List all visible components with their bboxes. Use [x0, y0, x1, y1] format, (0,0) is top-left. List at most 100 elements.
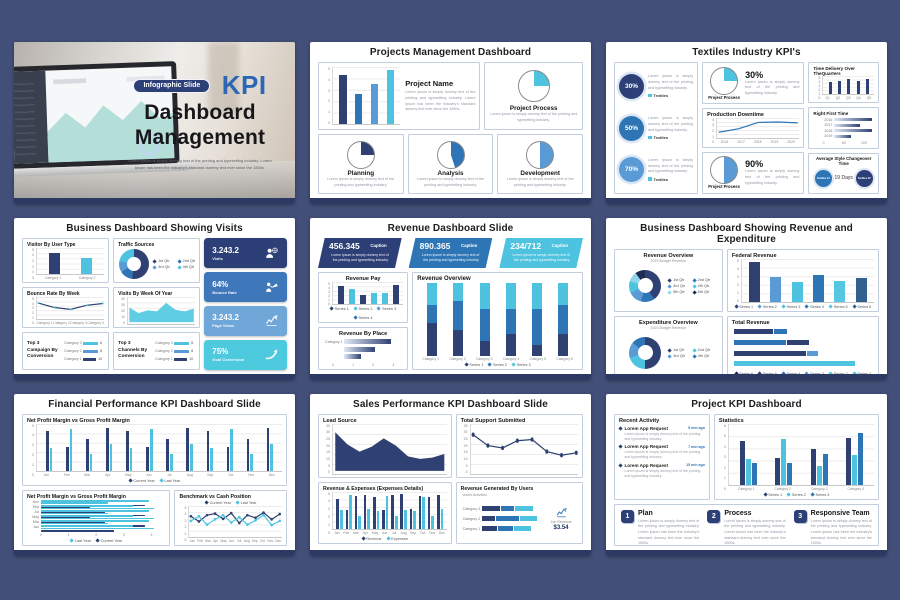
stat-text: Lorem ipsum is simply dummy text of the …: [648, 74, 694, 90]
textiles-circle-2: Textiles #2: [855, 169, 873, 187]
stat-text: Lorem ipsum is simply dummy text of the …: [421, 253, 480, 263]
infographic-slide-badge: Infographic Slide: [133, 78, 211, 93]
slide-revenue-and-expenditure[interactable]: Business Dashboard Showing Revenue and E…: [606, 218, 887, 380]
traffic-donut-chart: [118, 247, 150, 281]
stat-card-456: 456.345 Caption Lorem ipsum is simply du…: [318, 238, 402, 268]
step-number-badge: 1: [621, 510, 634, 523]
right-first-time-panel: Right First Time 2016 2017 2018 2019 0 50 100: [808, 107, 879, 149]
panel-subtitle: Users Activities: [462, 492, 487, 497]
slide-title: Textiles Industry KPI's: [692, 47, 801, 58]
stat-caption: Caption: [370, 243, 387, 248]
slide-title: Financial Performance KPI Dashboard Slid…: [48, 399, 261, 410]
slide-footer-bar: [606, 550, 887, 556]
panel-text: Lorem ipsum is simply dummy text of the …: [490, 111, 578, 122]
slide-title: Business Dashboard Showing Visits: [66, 223, 243, 234]
slide-title: Projects Management Dashboard: [369, 47, 532, 58]
slide-footer-bar: [310, 198, 591, 204]
step-text: Lorem ipsum is simply dummy text of the …: [638, 518, 700, 546]
process-30-panel: Project Process 30% Lorem ipsum is simpl…: [702, 62, 805, 105]
right-first-time-hbar-chart: 2016 2017 2018 2019 0 50 100: [813, 116, 874, 145]
page-views-stat-card: 3.243.2 Page Views: [204, 305, 288, 337]
panel-text: Lorem ipsum is simply dummy text of the …: [745, 79, 800, 96]
step-number-badge: 2: [707, 510, 721, 523]
total-revenue-hstack-chart: [732, 326, 874, 371]
main-title-line1: Dashboard: [144, 101, 256, 124]
panel-title: Top 3 Channels By Conversion: [118, 341, 148, 360]
analysis-pie: [413, 140, 489, 170]
slide-title-kpi-dashboard-management[interactable]: Infographic Slide KPI Dashboard Manageme…: [14, 42, 295, 204]
panel-title: Bounce Rate By Week: [27, 290, 80, 297]
panel-title: Total Revenue: [731, 319, 770, 326]
stat-label: Page Views: [212, 323, 235, 329]
stat-label: Visits: [212, 255, 223, 261]
title-block: Infographic Slide KPI Dashboard Manageme…: [111, 70, 289, 171]
panel-title: Revenue Overview: [643, 252, 694, 259]
step-number-badge: 3: [793, 510, 807, 523]
slide-sales-performance-kpi[interactable]: Sales Performance KPI Dashboard Slide Le…: [310, 394, 591, 556]
time-delivery-panel: Time Delivery Over TheQuarters 5 4 3 2 1 0 Q1 Q…: [808, 62, 879, 104]
revenue-overview-stack-chart: Category 1 Category 2 Category 3 Category 4…: [417, 282, 578, 361]
activity-time: 15 min ago: [686, 463, 705, 467]
slide-revenue-dashboard[interactable]: Revenue Dashboard Slide 456.345 Caption …: [310, 218, 591, 380]
big-percent: 30%: [745, 69, 764, 80]
panel-subtitle: 2023 Budget Revenue: [650, 258, 687, 263]
net-vs-gross-hbar-panel: Net Profit Margin vs Gross Profit Margin…: [22, 490, 171, 546]
kpi-percent-panel: 30% Lorem ipsum is simply dummy text of …: [614, 62, 699, 194]
person-globe-icon: [266, 247, 278, 258]
panel-text: Lorem ipsum is simply dummy text of the …: [745, 169, 800, 185]
stat-caption: Caption: [461, 243, 478, 248]
kpi-stat-row: 30% Lorem ipsum is simply dummy text of …: [619, 66, 693, 108]
slide-financial-performance-kpi[interactable]: Financial Performance KPI Dashboard Slid…: [14, 394, 295, 556]
traffic-sources-panel: Traffic Sources 1st Qtr 2nd Qtr 3rd Qtr 4th…: [113, 238, 201, 284]
textiles-circle-1: Textiles #1: [814, 169, 832, 187]
activity-item: Lorem App Request 5 min ago Lorem ipsum …: [618, 426, 705, 443]
visitor-user-type-panel: Visitor By User Type 5 4 3 2 1 0 Category 1 Cat…: [22, 238, 110, 284]
activity-item: Lorem App Request 7 min ago Lorem ipsum …: [618, 444, 705, 461]
revenue-users-panel: Revenue Generated By Users Users Activit…: [455, 482, 583, 544]
legend-square-icon: [648, 135, 652, 140]
legend-label: Textiles: [653, 176, 669, 182]
expenditure-overview-panel: Expenditure Overview 2023 Budget Revenue…: [614, 316, 723, 379]
expenditure-donut-chart: [626, 334, 664, 372]
kpi-circle-50: 50%: [619, 115, 644, 141]
background-wall: [207, 42, 239, 114]
panel-title: Statistics: [718, 417, 744, 424]
kpi-text: KPI: [221, 70, 267, 100]
pie-caption: Project Process: [708, 184, 740, 190]
step-title: Responsive Team: [810, 510, 870, 517]
slide-title: Business Dashboard Showing Revenue and E…: [640, 223, 853, 245]
revenue-overview-panel: Revenue Overview Category 1 Category 2 Cat…: [412, 272, 583, 370]
slide-project-kpi-dashboard[interactable]: Project KPI Dashboard Recent Activity Lo…: [606, 394, 887, 556]
stat-text: Lorem ipsum is simply dummy text of the …: [331, 253, 389, 263]
top3-campaign-hbar: Category 3 6 Category 2 8 Category 1 10: [64, 341, 103, 362]
revenue-pay-legend: Series 1 Series 2 Series 3 Series 4: [323, 305, 403, 321]
slide-textiles-industry-kpis[interactable]: Textiles Industry KPI's 30% Lorem ipsum …: [606, 42, 887, 204]
stat-value: 234/712: [510, 241, 542, 251]
slide-footer-bar: [310, 374, 591, 380]
panel-title: Time Delivery Over TheQuarters: [813, 65, 855, 76]
slide-business-dashboard-visits[interactable]: Business Dashboard Showing Visits Visito…: [14, 218, 295, 380]
panel-title: Revenue Generated By Users: [460, 485, 534, 492]
development-pie: [502, 140, 578, 170]
panel-title: Net Profit Margin vs Gross Profit Margin: [27, 417, 130, 424]
stat-value: 456.345: [329, 241, 360, 251]
stat-text: Lorem ipsum is simply dummy text of the …: [512, 253, 571, 263]
project-process-panel: Project Process Lorem ipsum is simply du…: [484, 62, 583, 130]
legend-square-icon: [648, 177, 652, 181]
main-title-line2: Management: [134, 125, 266, 149]
panel-title: Total Support Submitted: [460, 417, 526, 424]
benchmark-line-chart: 5 4 3 2 1 0 Jan Feb Mar Apr May Jun Jul Aug Sep Oct Nov D…: [184, 505, 282, 543]
net-vs-gross-groupbar-chart: 5 4 3 2 1 0 Jan Feb Mar Apr May Jun Jul Aug Sep Oct Nov D…: [27, 423, 282, 477]
panel-text: Lorem ipsum is simply dummy text of the …: [506, 176, 574, 187]
stat-value: 64%: [212, 279, 229, 289]
production-downtime-panel: Production Downtime 4 3 2 1 0 2016 2017 2018 201…: [702, 108, 805, 148]
bounce-line-chart: 5 4 3 2 1 0 Category 1 Category 2 Category 3 Cate…: [32, 296, 105, 325]
stat-card-890: 890.365 Caption Lorem ipsum is simply du…: [408, 238, 493, 268]
bullet-diamond-icon: [618, 462, 623, 468]
panel-title: Revenue & Expenses (Expenses Details): [323, 485, 424, 492]
